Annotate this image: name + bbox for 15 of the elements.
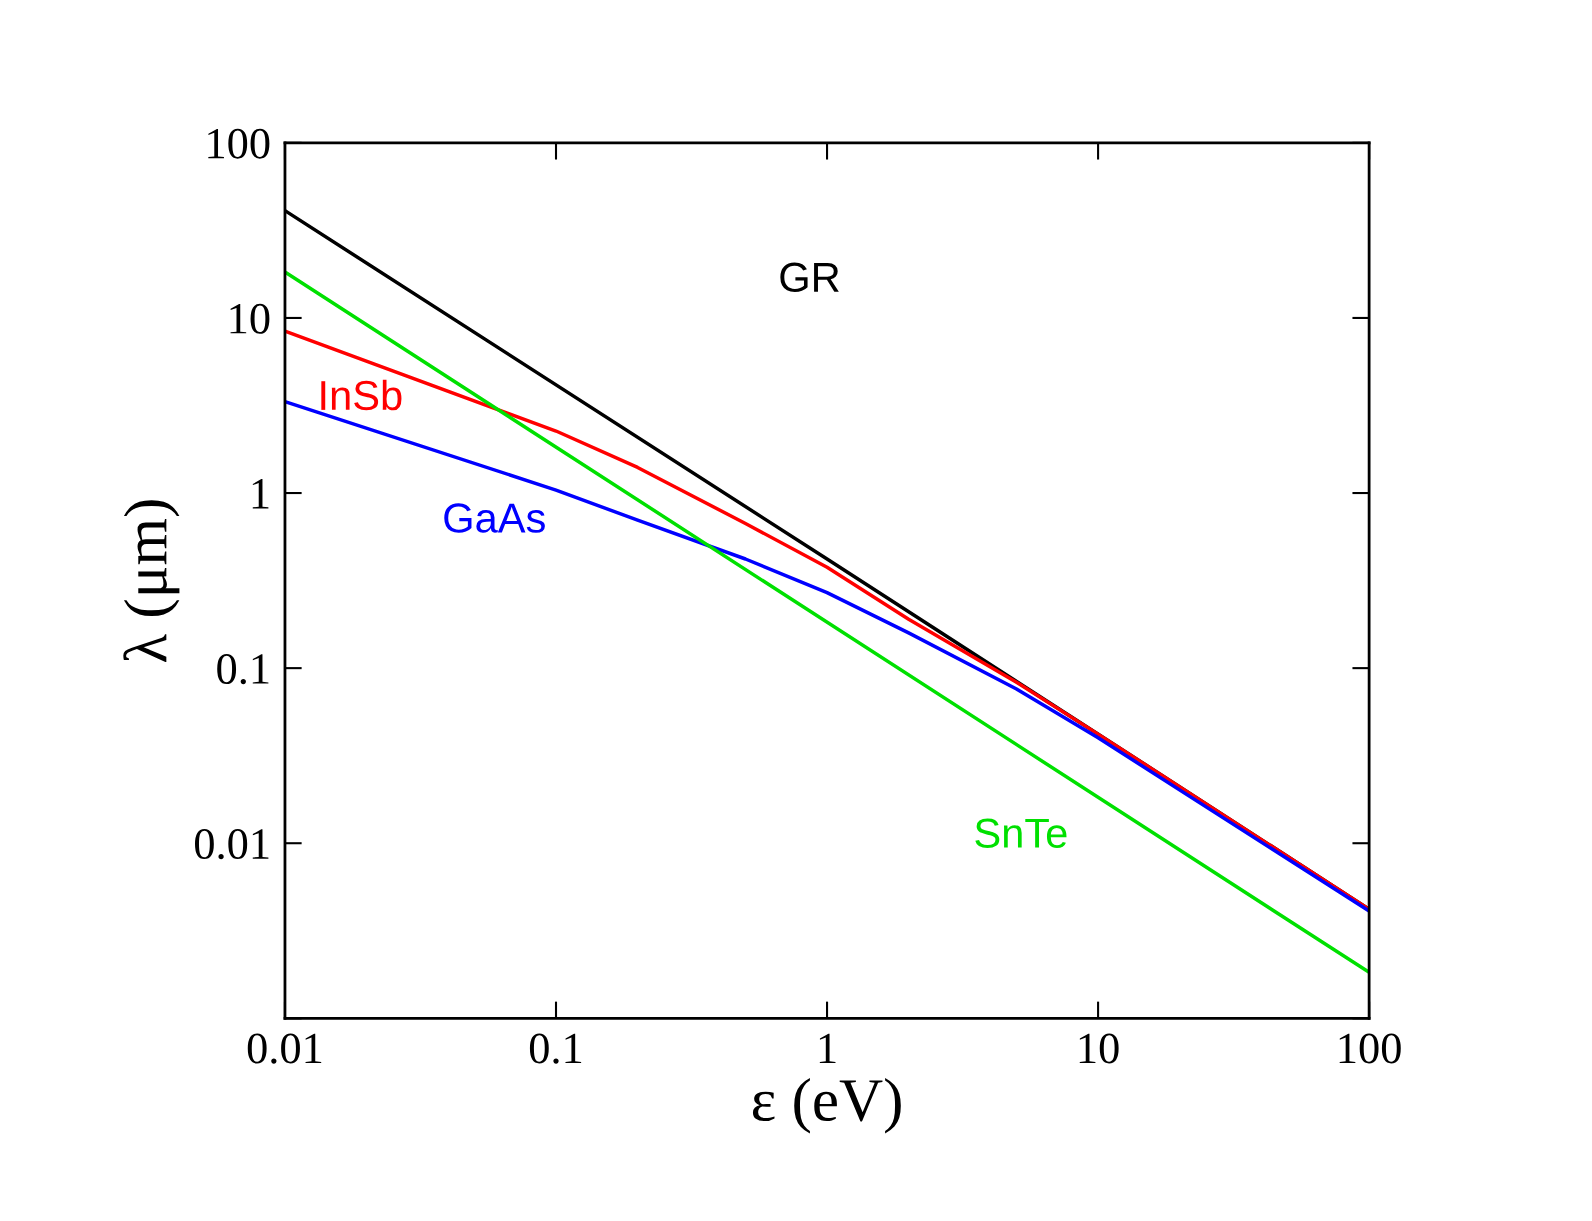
y-tick-label: 10 [230, 303, 270, 334]
series-label: GaAs [444, 503, 545, 533]
x-tick-label: 1 [819, 1033, 836, 1064]
text: GR [780, 262, 839, 293]
series-label: InSb [321, 379, 402, 411]
x-axis-title: ε (eV) [752, 1078, 901, 1134]
y-axis-title: λ (μm) [123, 500, 180, 662]
y-tick-label: 0.01 [195, 829, 269, 860]
y-tick-label: 0.1 [217, 654, 269, 685]
x-tick-label: 10 [1079, 1033, 1119, 1064]
x-tick-label: 100 [1339, 1033, 1401, 1064]
y-tick-label: 100 [208, 128, 270, 159]
y-tick-label: 1 [252, 479, 269, 509]
series-label: SnTe [975, 818, 1067, 849]
x-tick-label: 0.1 [529, 1033, 582, 1064]
